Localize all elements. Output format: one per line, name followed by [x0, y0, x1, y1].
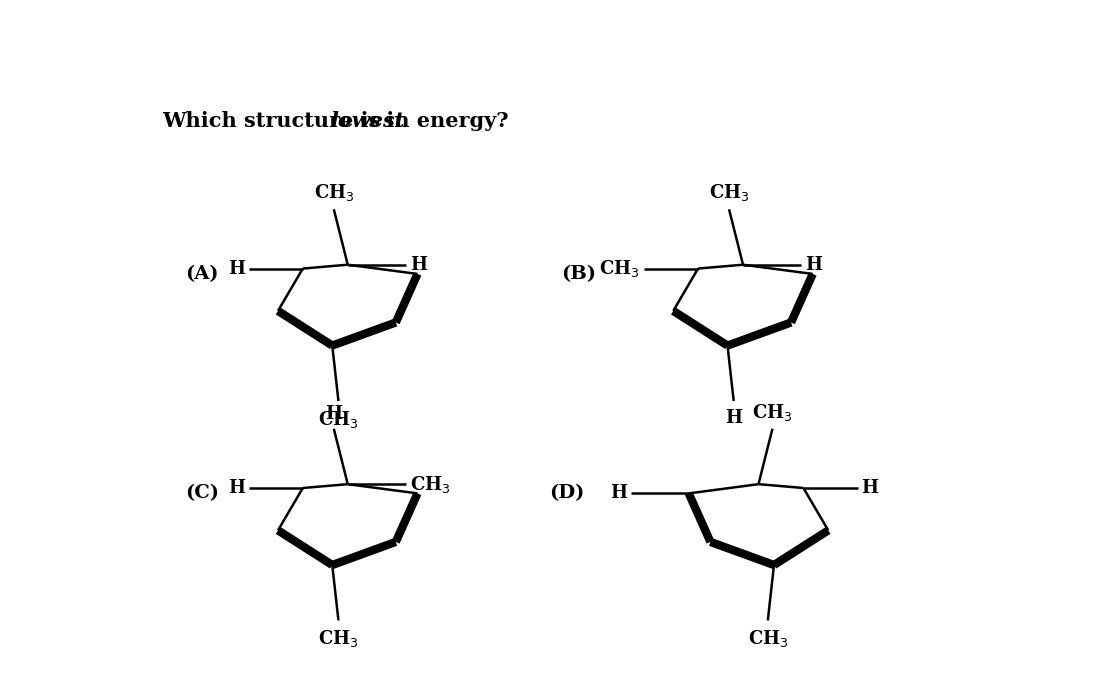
Text: H: H	[862, 479, 879, 497]
Text: (D): (D)	[550, 484, 585, 503]
Text: (A): (A)	[185, 265, 218, 283]
Text: CH$_3$: CH$_3$	[752, 401, 792, 422]
Text: CH$_3$: CH$_3$	[314, 182, 355, 203]
Text: H: H	[806, 255, 822, 274]
Text: H: H	[726, 409, 742, 426]
Text: lowest: lowest	[330, 111, 406, 131]
Text: Which structure is: Which structure is	[162, 111, 388, 131]
Text: H: H	[326, 405, 342, 422]
Text: (B): (B)	[561, 265, 596, 283]
Text: (C): (C)	[185, 484, 219, 503]
Text: CH$_3$: CH$_3$	[599, 258, 640, 279]
Text: CH$_3$: CH$_3$	[318, 409, 359, 430]
Text: H: H	[410, 255, 427, 274]
Text: H: H	[609, 484, 627, 503]
Text: CH$_3$: CH$_3$	[748, 628, 788, 649]
Text: H: H	[227, 479, 245, 497]
Text: in energy?: in energy?	[379, 111, 509, 131]
Text: H: H	[227, 260, 245, 278]
Text: CH$_3$: CH$_3$	[410, 474, 450, 495]
Text: CH$_3$: CH$_3$	[709, 182, 749, 203]
Text: CH$_3$: CH$_3$	[318, 628, 359, 649]
